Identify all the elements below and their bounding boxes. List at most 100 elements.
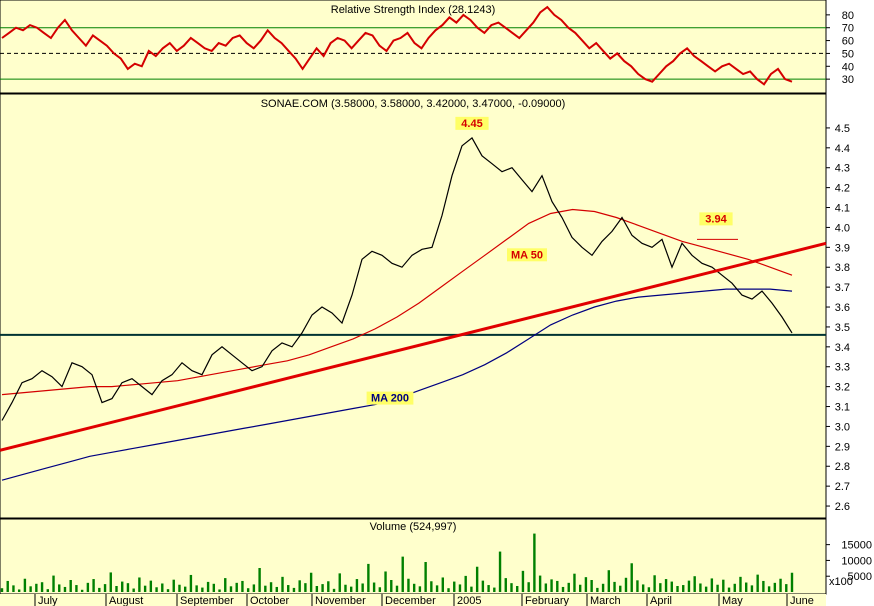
month-label: May <box>722 595 743 606</box>
price-subtitle: SONAE.COM (3.58000, 3.58000, 3.42000, 3.… <box>261 98 566 110</box>
price-tick-label: 4.2 <box>835 183 850 195</box>
price-tick-label: 2.8 <box>835 461 850 473</box>
price-tick-label: 3.9 <box>835 242 850 254</box>
volume-bar <box>607 570 611 592</box>
volume-bar <box>252 584 256 592</box>
volume-bar <box>40 582 44 592</box>
volume-tick-label: 10000 <box>841 555 872 567</box>
volume-bar <box>121 581 124 592</box>
volume-bar <box>573 573 576 592</box>
volume-bar <box>390 580 393 592</box>
month-label: June <box>790 595 814 606</box>
ma-label: MA 200 <box>371 393 409 405</box>
x-axis-strip <box>0 594 826 606</box>
volume-bar <box>178 584 181 592</box>
volume-bar <box>636 580 639 592</box>
price-tick-label: 2.9 <box>835 441 850 453</box>
volume-bar <box>235 582 238 592</box>
rsi-tick-label: 30 <box>842 74 854 86</box>
rsi-tick-label: 50 <box>842 48 854 60</box>
volume-bar <box>292 587 296 592</box>
trendline <box>0 241 827 452</box>
volume-bar <box>69 580 72 592</box>
volume-bar <box>138 577 141 592</box>
rsi-layer <box>1 5 793 86</box>
volume-bar <box>218 589 221 592</box>
volume-bar <box>412 583 416 592</box>
volume-bar <box>790 572 794 592</box>
volume-bar <box>338 573 341 592</box>
volume-bar <box>155 587 158 592</box>
volume-bar <box>63 586 67 592</box>
price-layer: 4.45 3.94 MA 50 MA 200 <box>0 116 827 481</box>
rsi-tick-label: 70 <box>842 23 854 35</box>
volume-bar <box>344 584 347 592</box>
rsi-title: Relative Strength Index (28.1243) <box>331 4 496 16</box>
volume-bar <box>458 584 462 592</box>
price-panel-background <box>0 93 827 519</box>
month-label: July <box>38 595 58 606</box>
volume-bar <box>166 589 170 592</box>
volume-bar <box>126 583 130 592</box>
annotation-box <box>699 212 733 226</box>
volume-bar <box>367 563 370 592</box>
volume-bar <box>779 578 782 592</box>
volume-bar <box>653 575 656 592</box>
volume-bar <box>750 585 754 592</box>
volume-bar <box>475 566 479 592</box>
volume-bar <box>453 581 456 592</box>
volume-bar <box>12 585 15 592</box>
volume-bar <box>418 586 422 592</box>
volume-bar <box>773 582 777 592</box>
volume-bar <box>172 579 175 592</box>
ma-label: MA 50 <box>511 249 543 261</box>
volume-bar <box>58 584 61 592</box>
volume-bar <box>395 585 399 592</box>
volume-bar <box>613 581 616 592</box>
volume-bar <box>745 582 748 592</box>
volume-bar <box>756 574 759 592</box>
volume-bar <box>80 589 84 592</box>
rsi-tick-label: 80 <box>842 10 854 22</box>
volume-bar <box>430 581 433 592</box>
volume-bar <box>630 563 633 592</box>
price-tick-label: 3.0 <box>835 421 850 433</box>
volume-bar <box>29 586 32 592</box>
volume-bar <box>516 586 519 592</box>
volume-bar <box>241 580 244 592</box>
volume-bar <box>0 588 4 592</box>
price-tick-label: 3.7 <box>835 282 850 294</box>
month-label: February <box>525 595 570 606</box>
volume-bar <box>224 578 227 592</box>
annotation-box <box>366 391 414 405</box>
volume-bar <box>109 572 112 592</box>
volume-bar <box>264 585 267 592</box>
volume-bar <box>98 587 101 592</box>
rsi-tick-label: 60 <box>842 36 854 48</box>
annotation-box <box>455 116 489 130</box>
price-tick-label: 4.4 <box>835 143 850 155</box>
volume-bar <box>470 586 473 592</box>
volume-bar <box>641 584 645 592</box>
volume-bar <box>510 583 513 592</box>
volume-bar <box>699 583 702 592</box>
volume-bar <box>538 575 542 592</box>
annotation-box <box>507 248 547 262</box>
volume-bar <box>504 578 507 592</box>
price-tick-label: 4.3 <box>835 163 850 175</box>
volume-bar <box>424 562 427 592</box>
volume-bar <box>498 551 502 592</box>
volume-bar <box>687 580 691 592</box>
volume-bar <box>103 584 107 592</box>
price-tick-label: 4.1 <box>835 203 850 215</box>
volume-layer <box>0 533 794 592</box>
volume-bar <box>378 587 382 592</box>
volume-bar <box>161 583 164 592</box>
volume-bar <box>321 584 324 592</box>
volume-bar <box>304 583 307 592</box>
volume-bar <box>601 583 605 592</box>
volume-bar <box>309 572 313 592</box>
volume-unit-label: x100 <box>829 576 853 588</box>
